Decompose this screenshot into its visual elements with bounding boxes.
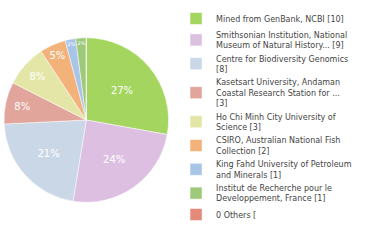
svg-text:24%: 24% (103, 154, 125, 165)
svg-text:Institut de Recherche pour leD: Institut de Recherche pour leDeveloppeme… (216, 184, 332, 203)
svg-text:5%: 5% (49, 50, 65, 61)
svg-text:Kasetsart University, AndamanC: Kasetsart University, AndamanCoastal Res… (216, 78, 340, 108)
svg-text:27%: 27% (111, 85, 133, 96)
svg-text:Smithsonian Institution, Natio: Smithsonian Institution, NationalMuseum … (216, 31, 347, 50)
svg-text:8%: 8% (14, 101, 30, 112)
svg-text:21%: 21% (37, 148, 59, 159)
svg-text:King Fahd University of Petrol: King Fahd University of Petroleumand Min… (216, 160, 352, 179)
svg-text:Ho Chi Minh City University of: Ho Chi Minh City University ofScience [3… (216, 113, 336, 132)
svg-text:2%: 2% (67, 41, 75, 47)
svg-text:Mined from GenBank, NCBI [10]: Mined from GenBank, NCBI [10] (216, 15, 344, 24)
svg-text:2%: 2% (77, 40, 85, 46)
svg-text:CSIRO, Australian National Fis: CSIRO, Australian National FishCollectio… (216, 136, 340, 155)
svg-text:0 Others [: 0 Others [ (216, 211, 256, 220)
svg-text:8%: 8% (29, 71, 45, 82)
svg-text:Centre for Biodiversity Genomi: Centre for Biodiversity Genomics[8] (216, 55, 348, 74)
